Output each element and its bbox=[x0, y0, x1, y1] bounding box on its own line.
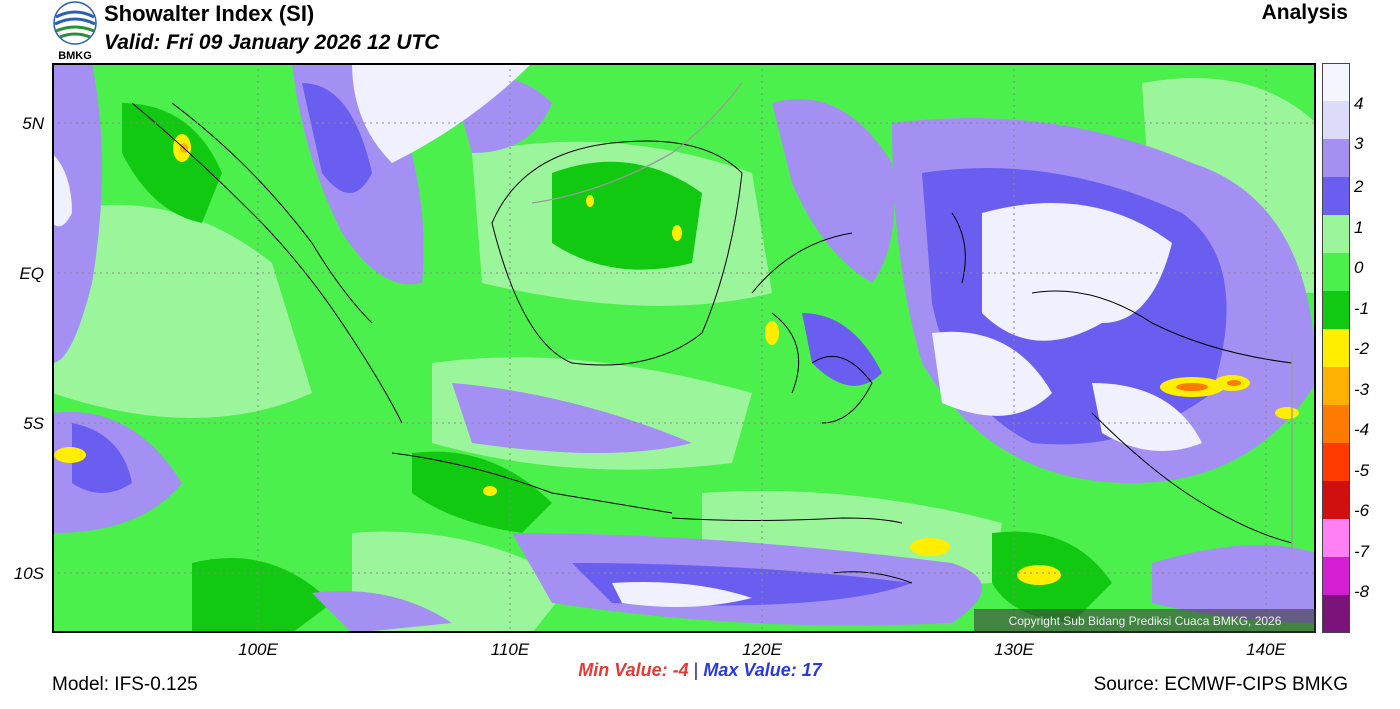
coastlines bbox=[131, 102, 1293, 584]
colorbar-segment bbox=[1322, 329, 1350, 368]
model-label: Model: IFS-0.125 bbox=[52, 674, 198, 695]
colorbar-segment bbox=[1322, 177, 1350, 216]
source-label: Source: ECMWF-CIPS BMKG bbox=[1093, 674, 1348, 695]
logo-text: BMKG bbox=[58, 50, 92, 61]
colorbar-label: -2 bbox=[1354, 339, 1370, 358]
colorbar-segment bbox=[1322, 215, 1350, 254]
colorbar-label: -5 bbox=[1354, 461, 1370, 480]
map-frame bbox=[52, 63, 1316, 633]
chart-title: Showalter Index (SI) bbox=[104, 1, 315, 26]
copyright-notice: Copyright Sub Bidang Prediksi Cuaca BMKG… bbox=[974, 609, 1316, 633]
colorbar-label: -6 bbox=[1354, 501, 1370, 520]
stats-separator: | bbox=[693, 660, 699, 680]
max-value: Max Value: 17 bbox=[703, 660, 822, 680]
colorbar-label: 2 bbox=[1354, 177, 1364, 196]
lon-label-110e: 110E bbox=[490, 640, 530, 659]
colorbar-label: -4 bbox=[1354, 420, 1370, 439]
min-max-values: Min Value: -4 | Max Value: 17 bbox=[0, 660, 1400, 681]
colorbar-segment bbox=[1322, 291, 1350, 330]
colorbar-frame bbox=[1322, 63, 1350, 633]
colorbar-label: 4 bbox=[1354, 94, 1364, 113]
lon-label-140e: 140E bbox=[1246, 640, 1286, 659]
colorbar-label: -3 bbox=[1354, 380, 1370, 399]
colorbar-segment bbox=[1322, 595, 1350, 633]
colorbar-label: 1 bbox=[1354, 218, 1364, 237]
analysis-label: Analysis bbox=[1261, 1, 1348, 24]
colorbar-segment bbox=[1322, 405, 1350, 444]
lat-label-eq: EQ bbox=[19, 264, 44, 283]
colorbar-segment bbox=[1322, 557, 1350, 596]
min-value: Min Value: -4 bbox=[578, 660, 689, 680]
colorbar-segment bbox=[1322, 253, 1350, 292]
colorbar-segment bbox=[1322, 443, 1350, 482]
lat-label-5s: 5S bbox=[23, 414, 44, 433]
colorbar-segment bbox=[1322, 101, 1350, 140]
colorbar-label: -8 bbox=[1354, 582, 1370, 601]
colorbar-segment bbox=[1322, 367, 1350, 406]
colorbar-segment bbox=[1322, 139, 1350, 178]
colorbar-label: -7 bbox=[1354, 542, 1370, 561]
boundaries bbox=[531, 82, 1293, 553]
colorbar-segment bbox=[1322, 519, 1350, 558]
colorbar-label: 3 bbox=[1354, 134, 1364, 153]
colorbar-segment bbox=[1322, 63, 1350, 102]
lat-label-10s: 10S bbox=[13, 564, 44, 583]
colorbar-segment bbox=[1322, 481, 1350, 520]
lon-label-120e: 120E bbox=[742, 640, 782, 659]
colorbar-label: -1 bbox=[1354, 299, 1370, 318]
unstable-pockets bbox=[54, 134, 1299, 585]
stable-white-zones bbox=[52, 63, 1202, 607]
lat-label-5n: 5N bbox=[22, 114, 44, 133]
colorbar bbox=[1322, 63, 1350, 633]
lon-label-100e: 100E bbox=[238, 640, 278, 659]
colorbar-label: 0 bbox=[1354, 258, 1364, 277]
bmkg-logo: BMKG bbox=[53, 1, 97, 61]
lon-label-130e: 130E bbox=[994, 640, 1034, 659]
valid-time: Valid: Fri 09 January 2026 12 UTC bbox=[104, 31, 440, 54]
graticule bbox=[52, 63, 1316, 633]
showalter-index-map bbox=[52, 63, 1316, 633]
